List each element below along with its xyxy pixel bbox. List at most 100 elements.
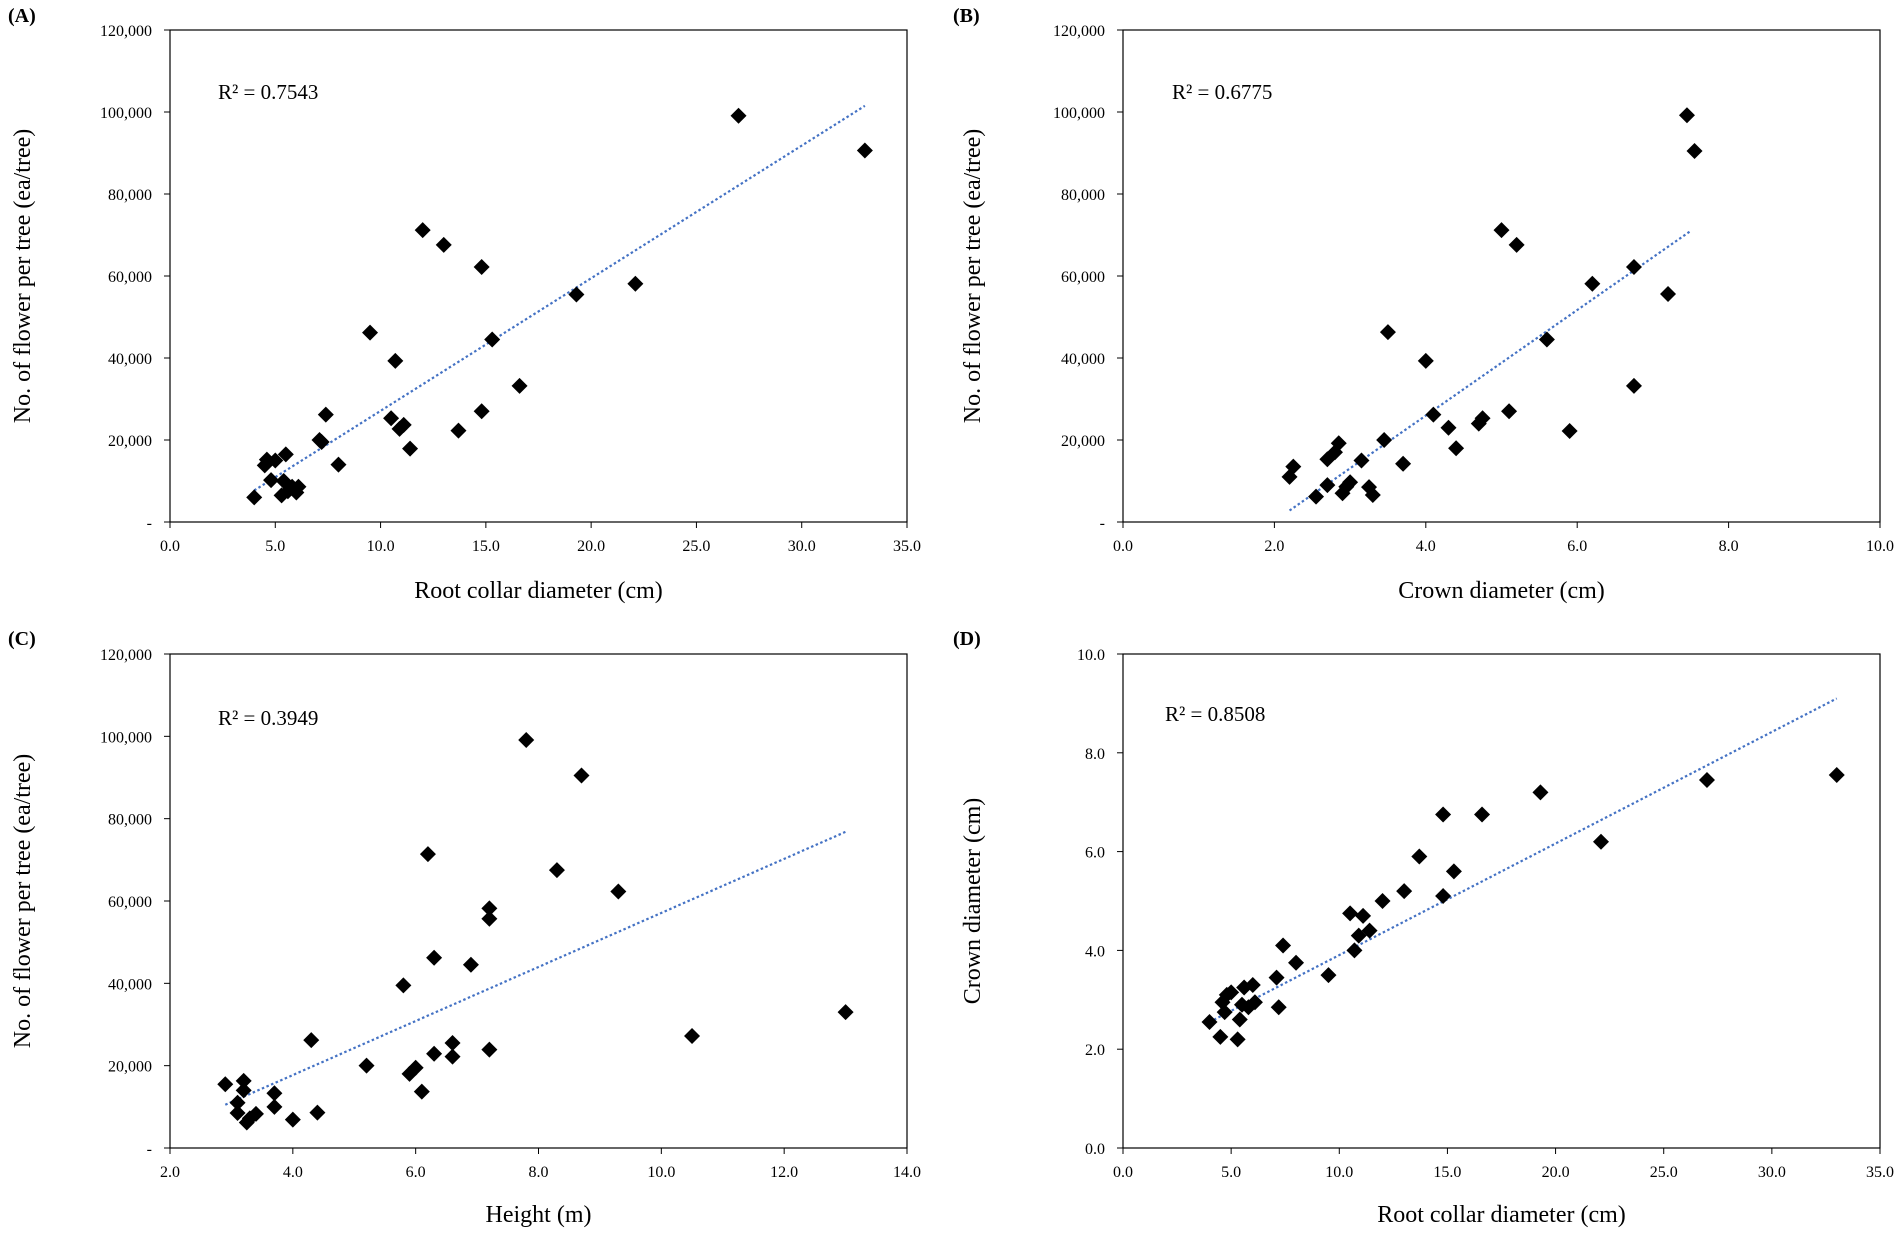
x-tick-label: 4.0 — [283, 1164, 303, 1181]
data-point — [511, 377, 528, 394]
data-point — [730, 107, 747, 124]
y-tick-label: 100,000 — [100, 729, 152, 746]
data-point — [1625, 377, 1642, 394]
data-point — [419, 846, 436, 863]
data-point — [414, 222, 431, 239]
y-tick-label: 20,000 — [1061, 433, 1105, 450]
y-tick-label: 20,000 — [108, 433, 152, 450]
y-tick-label: 40,000 — [108, 351, 152, 368]
data-point — [1342, 474, 1359, 491]
data-point — [573, 767, 590, 784]
y-tick-label: 120,000 — [100, 647, 152, 664]
data-point — [1364, 486, 1381, 503]
data-point — [610, 883, 627, 900]
x-tick-label: 14.0 — [893, 1164, 921, 1181]
data-point — [481, 1041, 498, 1058]
plot-area-frame — [1122, 653, 1881, 1149]
data-point — [837, 1004, 854, 1021]
data-point — [284, 1111, 301, 1128]
data-point — [426, 949, 443, 966]
data-point — [229, 1094, 246, 1111]
data-point — [444, 1048, 461, 1065]
x-tick-label: 2.0 — [160, 1164, 180, 1181]
data-point — [1828, 767, 1845, 784]
data-point — [548, 862, 565, 879]
data-point — [1474, 806, 1491, 823]
data-point — [1223, 984, 1240, 1001]
x-tick-label: 5.0 — [1221, 1164, 1241, 1181]
panel-label: (C) — [8, 628, 36, 650]
data-point — [1288, 954, 1305, 971]
y-tick-label: 2.0 — [1085, 1042, 1105, 1059]
data-point — [1474, 410, 1491, 427]
y-tick-label: 8.0 — [1085, 746, 1105, 763]
y-tick-label: 60,000 — [1061, 269, 1105, 286]
data-point — [1246, 994, 1263, 1011]
panel-label: (A) — [8, 5, 36, 27]
data-point — [1379, 324, 1396, 341]
data-point — [309, 1104, 326, 1121]
data-point — [1374, 893, 1391, 909]
x-tick-label: 10.0 — [367, 538, 395, 555]
r-squared-label: R² = 0.8508 — [1165, 702, 1265, 726]
data-point — [235, 1072, 252, 1089]
data-point — [1538, 331, 1555, 348]
y-tick-label: 40,000 — [1061, 351, 1105, 368]
data-point — [1353, 452, 1370, 469]
data-point — [1270, 999, 1287, 1016]
trendline — [253, 104, 866, 492]
x-tick-label: 4.0 — [1416, 538, 1436, 555]
data-point — [1532, 784, 1549, 801]
data-point — [627, 275, 644, 292]
data-point — [450, 422, 467, 439]
y-axis-label: No. of flower per tree (ea/tree) — [960, 129, 986, 424]
data-point — [856, 142, 873, 159]
data-point — [1493, 222, 1510, 239]
data-point — [1342, 905, 1359, 922]
data-point — [241, 1110, 258, 1127]
data-point — [247, 1105, 264, 1122]
data-point — [1584, 275, 1601, 292]
y-tick-label: 6.0 — [1085, 845, 1105, 862]
x-axis-label: Height (m) — [486, 1202, 592, 1228]
data-point — [1445, 863, 1462, 880]
data-point — [1592, 833, 1609, 850]
x-tick-label: 20.0 — [577, 538, 605, 555]
data-point — [1355, 907, 1372, 924]
data-point — [1660, 286, 1677, 303]
y-tick-label: 20,000 — [108, 1059, 152, 1076]
data-point — [1435, 806, 1452, 823]
y-tick-label: - — [1100, 515, 1105, 532]
data-point — [277, 446, 294, 463]
data-point — [1231, 1011, 1248, 1028]
data-point — [290, 478, 307, 495]
y-tick-label: 120,000 — [100, 23, 152, 40]
x-axis-label: Crown diameter (cm) — [1398, 578, 1605, 604]
data-point — [263, 472, 280, 489]
x-tick-label: 35.0 — [1866, 1164, 1894, 1181]
data-point — [1268, 969, 1285, 986]
x-tick-label: 10.0 — [1325, 1164, 1353, 1181]
y-tick-label: 10.0 — [1077, 647, 1105, 664]
data-point — [383, 410, 400, 427]
y-axis-label: No. of flower per tree (ea/tree) — [10, 754, 36, 1049]
x-axis-label: Root collar diameter (cm) — [414, 578, 663, 604]
x-tick-label: 10.0 — [647, 1164, 675, 1181]
data-point — [1678, 107, 1695, 124]
x-tick-label: 30.0 — [1758, 1164, 1786, 1181]
x-tick-label: 0.0 — [1113, 538, 1133, 555]
x-tick-label: 2.0 — [1264, 538, 1284, 555]
data-point — [1411, 848, 1428, 865]
data-point — [413, 1083, 430, 1100]
panel-label: (D) — [953, 628, 981, 650]
y-tick-label: 80,000 — [108, 812, 152, 829]
data-point — [330, 456, 347, 473]
r-squared-label: R² = 0.6775 — [1172, 80, 1272, 104]
x-tick-label: 25.0 — [1650, 1164, 1678, 1181]
x-axis-label: Root collar diameter (cm) — [1377, 1202, 1626, 1228]
data-point — [1501, 403, 1518, 420]
data-point — [387, 352, 404, 369]
data-point — [303, 1032, 320, 1049]
y-tick-label: 40,000 — [108, 976, 152, 993]
x-tick-label: 35.0 — [893, 538, 921, 555]
